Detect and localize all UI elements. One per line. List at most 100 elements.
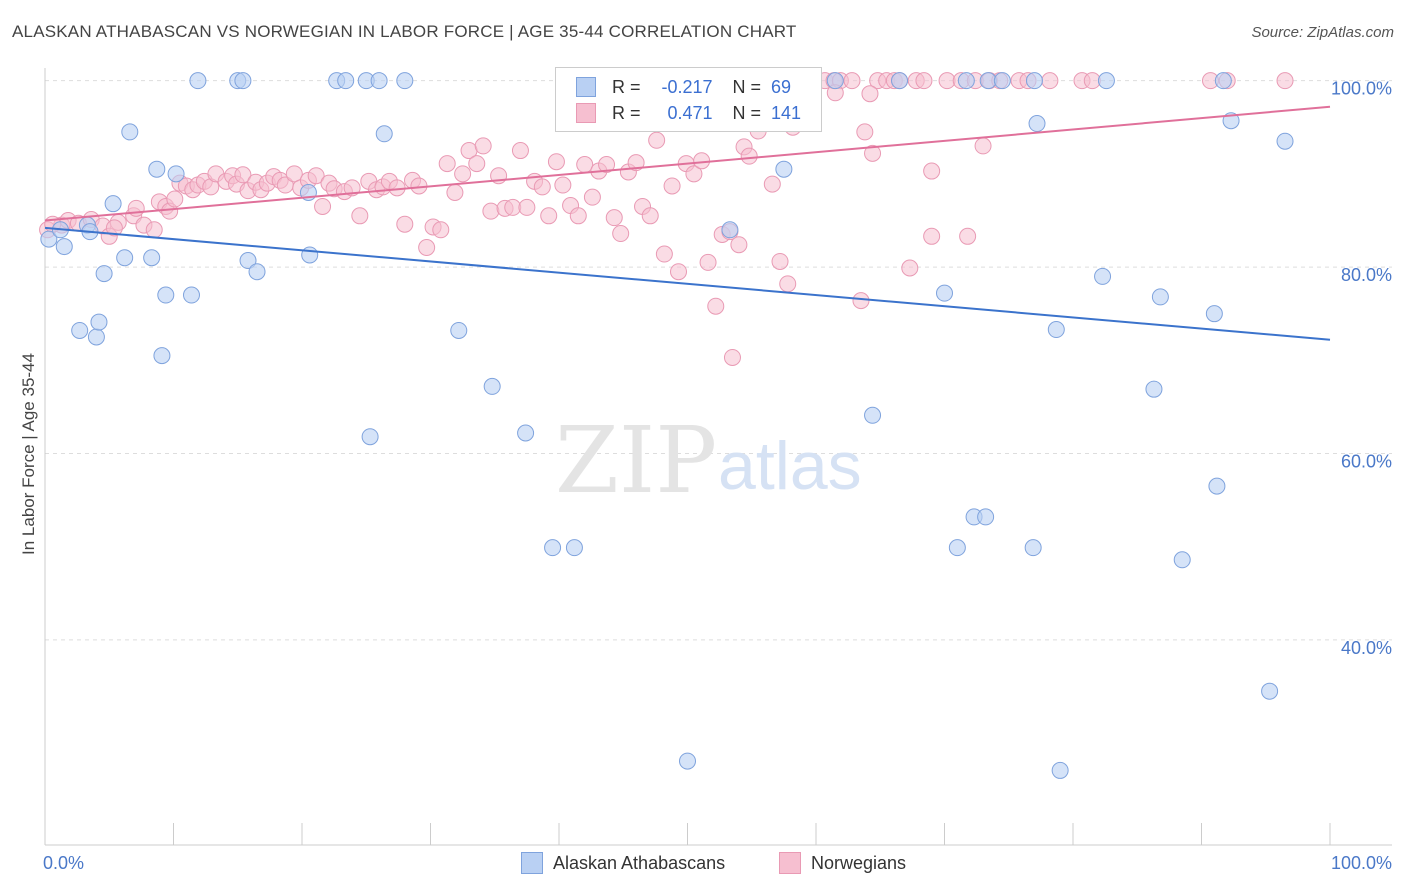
norwegians-point — [1083, 72, 1101, 90]
alaskan-athabascans-point — [361, 428, 379, 446]
legend-n-label: N = — [732, 76, 762, 97]
alaskan-athabascans-point — [948, 539, 966, 557]
alaskan-athabascans-point — [370, 72, 388, 90]
norwegians-point — [554, 176, 572, 194]
norwegians-point — [707, 297, 725, 315]
legend-r-label: R = — [612, 102, 641, 123]
bottom-legend-label-pink: Norwegians — [811, 852, 907, 873]
norwegians-point — [730, 236, 748, 254]
norwegians-point — [861, 85, 879, 103]
norwegians-point — [351, 207, 369, 225]
norwegians-point — [438, 155, 456, 173]
bottom-legend-label-blue: Alaskan Athabascans — [553, 852, 726, 873]
alaskan-athabascans-point — [775, 160, 793, 178]
alaskan-athabascans-point — [721, 221, 739, 239]
alaskan-athabascans-point — [1214, 72, 1232, 90]
norwegians-point — [583, 188, 601, 206]
norwegians-point — [569, 207, 587, 225]
norwegians-point — [693, 152, 711, 170]
norwegians-point — [740, 147, 758, 165]
gridlines — [45, 80, 1392, 641]
legend-r-value-blue: -0.217 — [661, 76, 713, 97]
source-label: Source: ZipAtlas.com — [1251, 24, 1394, 41]
norwegians-point — [446, 184, 464, 201]
norwegians-point — [576, 156, 594, 174]
norwegians-point — [105, 219, 123, 237]
alaskan-athabascans-point — [157, 286, 175, 304]
alaskan-athabascans-point — [565, 539, 583, 557]
alaskan-athabascans-point — [1151, 288, 1169, 306]
trend-line-blue — [44, 226, 1331, 341]
alaskan-athabascans-point — [189, 72, 207, 90]
norwegians-point — [670, 263, 688, 281]
y-tick-label: 60.0% — [1341, 452, 1392, 472]
norwegians-points — [39, 72, 1294, 366]
alaskan-athabascans-point — [544, 539, 562, 557]
norwegians-point — [285, 165, 303, 183]
alaskan-athabascans-point — [1208, 477, 1226, 495]
norwegians-point — [974, 137, 992, 155]
alaskan-athabascans-points — [40, 72, 1294, 779]
norwegians-point — [432, 221, 450, 239]
norwegians-point — [518, 198, 536, 216]
alaskan-athabascans-point — [1097, 72, 1115, 90]
norwegians-point — [685, 165, 703, 183]
alaskan-athabascans-point — [248, 263, 266, 281]
x-tick-label: 0.0% — [43, 853, 84, 873]
norwegians-point — [1276, 72, 1294, 90]
norwegians-point — [655, 245, 673, 263]
y-tick-label: 100.0% — [1331, 79, 1392, 99]
alaskan-athabascans-point — [1028, 115, 1046, 133]
legend-swatch-blue — [576, 77, 596, 97]
legend-n-value-blue: 69 — [771, 76, 792, 97]
norwegians-point — [612, 225, 630, 243]
trend-line-pink — [44, 105, 1331, 222]
alaskan-athabascans-point — [182, 286, 200, 304]
alaskan-athabascans-point — [1094, 267, 1112, 285]
bottom-legend-swatch-blue — [521, 852, 543, 874]
zipatlas-watermark: ZIP atlas — [555, 407, 862, 514]
norwegians-point — [234, 166, 252, 184]
norwegians-point — [843, 72, 861, 90]
alaskan-athabascans-point — [234, 72, 252, 90]
alaskan-athabascans-point — [1047, 321, 1065, 339]
norwegians-point — [540, 207, 558, 225]
alaskan-athabascans-point — [95, 265, 113, 283]
y-tick-label: 40.0% — [1341, 638, 1392, 658]
norwegians-point — [1041, 72, 1059, 90]
legend-n-label: N = — [732, 102, 762, 123]
norwegians-point — [166, 190, 184, 208]
alaskan-athabascans-point — [40, 230, 58, 248]
norwegians-point — [771, 252, 789, 270]
chart-title: ALASKAN ATHABASCAN VS NORWEGIAN IN LABOR… — [12, 22, 797, 41]
y-tick-label: 80.0% — [1341, 265, 1392, 285]
norwegians-point — [605, 209, 623, 227]
alaskan-athabascans-point — [936, 284, 953, 302]
bottom-legend-blue: Alaskan Athabascans — [521, 852, 725, 874]
norwegians-point — [723, 348, 741, 366]
legend-swatch-pink — [576, 103, 596, 123]
trend-lines — [44, 105, 1331, 341]
norwegians-point — [468, 155, 486, 173]
norwegians-point — [454, 165, 472, 183]
legend-n-value-pink: 141 — [771, 102, 802, 123]
alaskan-athabascans-point — [396, 72, 414, 90]
alaskan-athabascans-point — [679, 752, 696, 770]
norwegians-point — [923, 162, 941, 180]
norwegians-point — [482, 202, 500, 220]
alaskan-athabascans-point — [1024, 539, 1042, 557]
axes — [44, 68, 1392, 846]
norwegians-point — [533, 178, 551, 196]
alaskan-athabascans-point — [1261, 682, 1279, 700]
legend-row-blue: R = -0.217 N = 69 — [576, 75, 805, 99]
alaskan-athabascans-point — [1145, 380, 1163, 398]
norwegians-point — [864, 144, 882, 162]
norwegians-point — [307, 167, 325, 185]
legend-row-pink: R = 0.471 N = 141 — [576, 101, 805, 125]
norwegians-point — [504, 198, 522, 216]
norwegians-point — [474, 137, 492, 155]
alaskan-athabascans-point — [87, 328, 105, 346]
norwegians-point — [763, 175, 781, 193]
norwegians-point — [343, 179, 361, 197]
alaskan-athabascans-point — [1276, 132, 1294, 150]
